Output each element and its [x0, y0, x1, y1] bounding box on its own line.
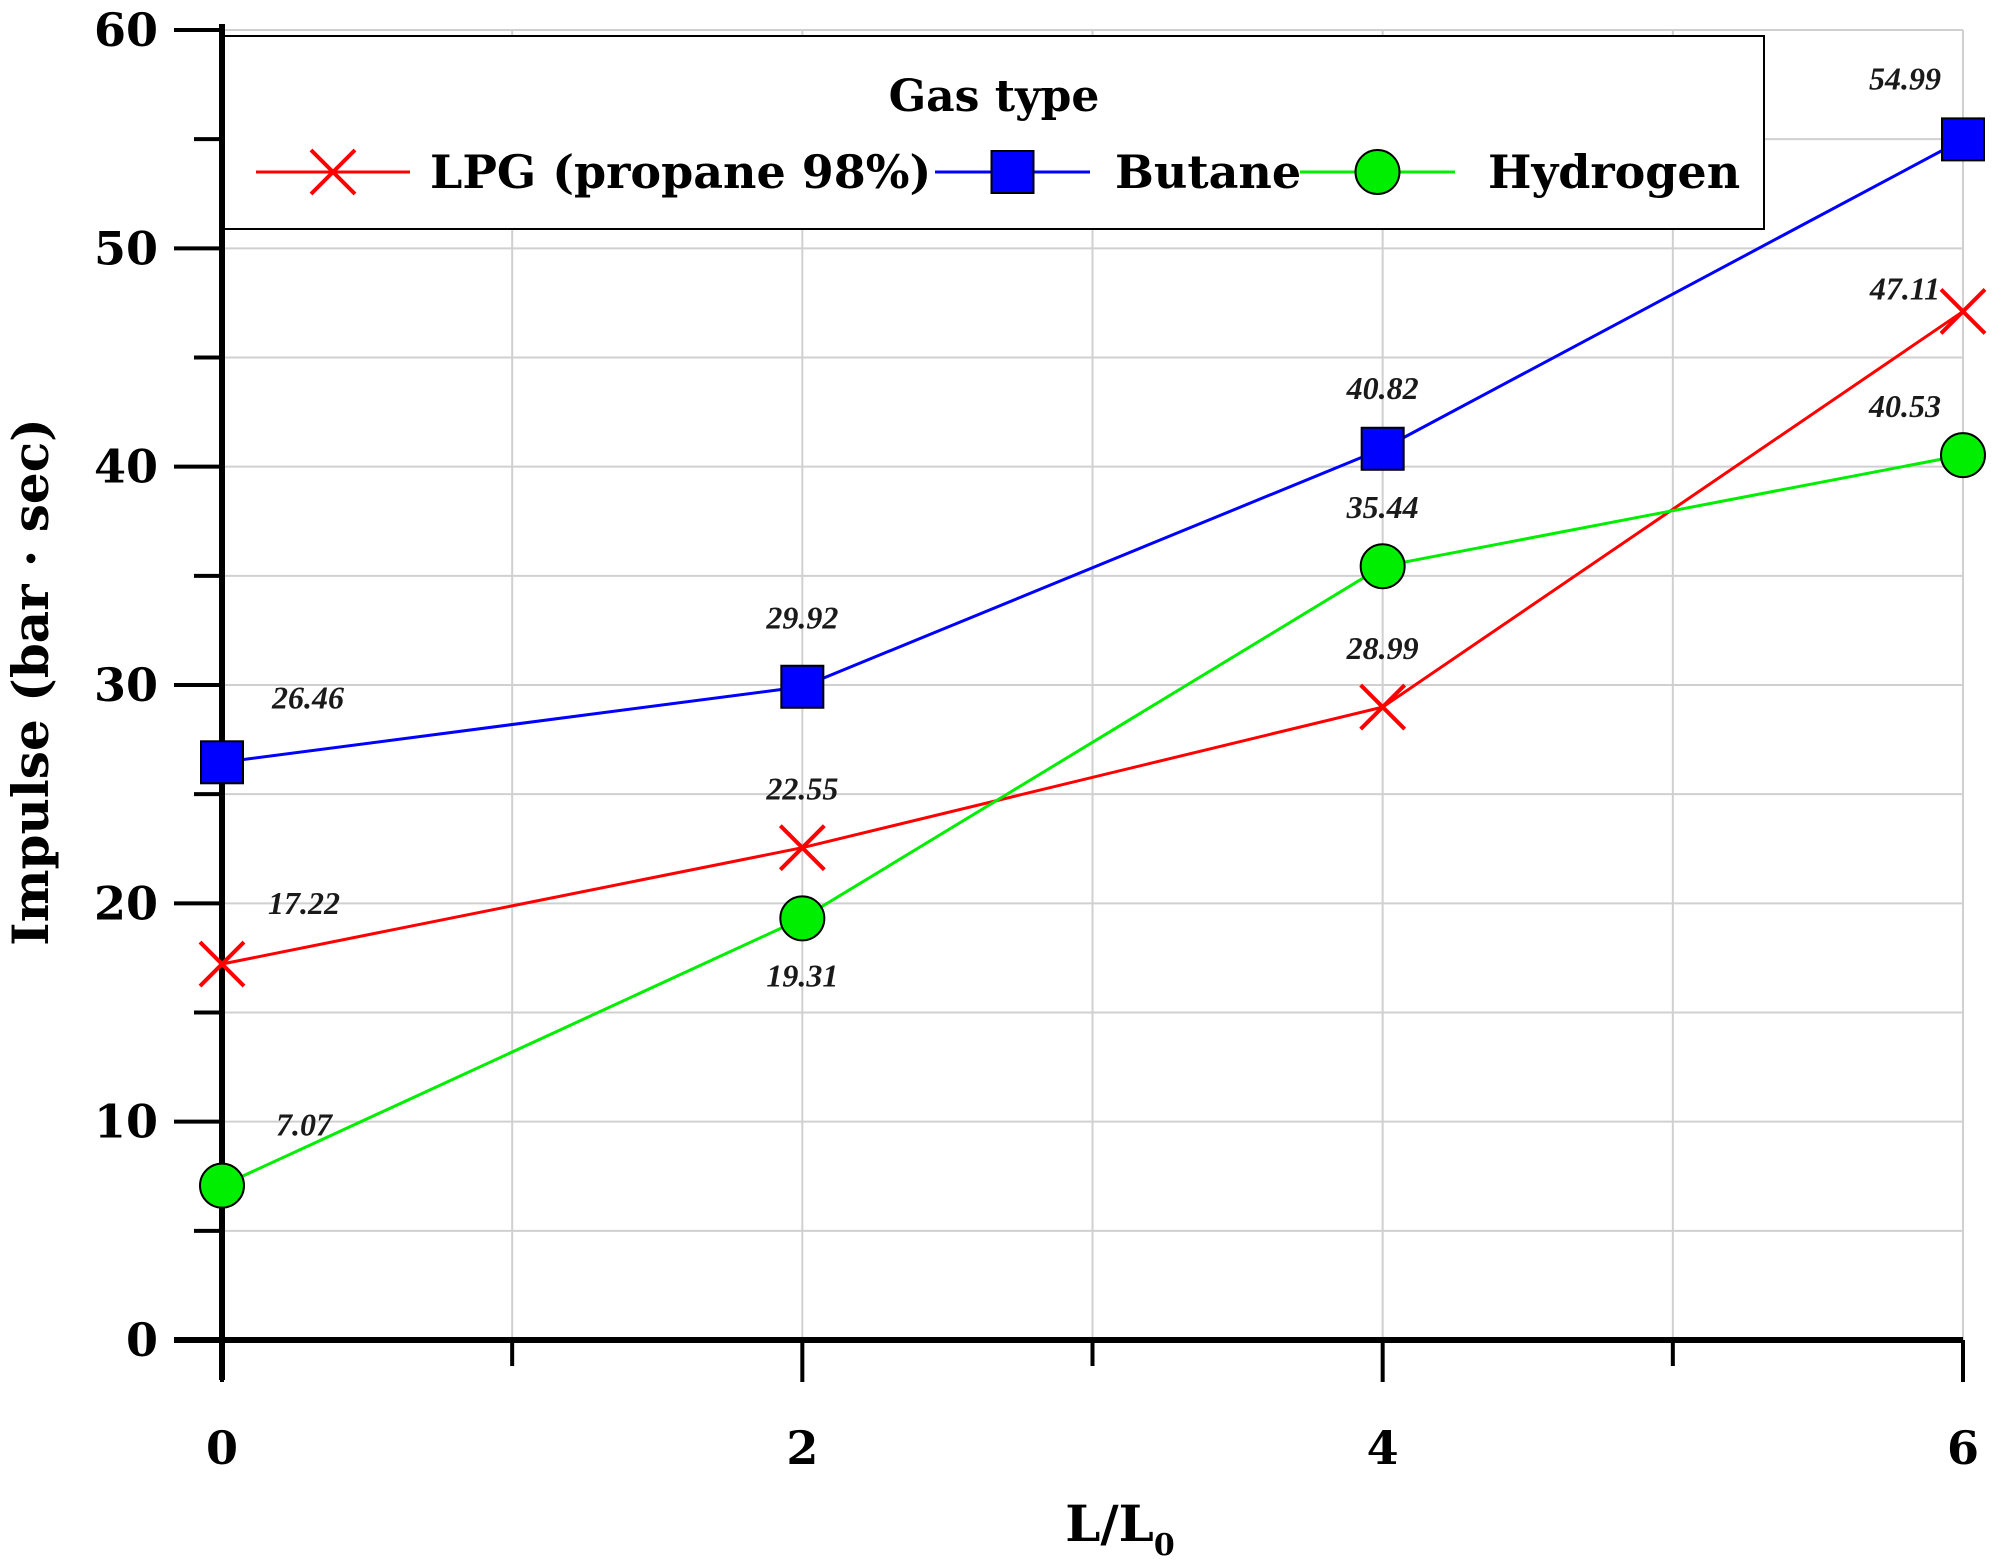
marker-x-stroke [778, 824, 826, 872]
legend-item: LPG (propane 98%) [256, 145, 931, 199]
legend-box [223, 35, 1765, 230]
data-label-lpg-propane-98: 17.22 [268, 885, 340, 921]
legend-items: LPG (propane 98%) Butane Hydrogen [256, 145, 1740, 199]
y-tick-label: 30 [94, 658, 158, 712]
y-tick-label: 40 [94, 440, 158, 494]
data-label-lpg-propane-98: 22.55 [765, 771, 838, 807]
data-point-lpg-propane-98 [778, 824, 826, 872]
data-point-butane [780, 664, 825, 709]
series-line-hydrogen [221, 453, 1964, 1188]
data-point-hydrogen [779, 895, 826, 942]
series-line-butane [221, 138, 1964, 764]
marker-x-stroke [1939, 288, 1987, 335]
data-point-hydrogen [1940, 432, 1986, 479]
y-tick-label: 20 [94, 876, 158, 930]
y-tick-label: 50 [94, 221, 158, 275]
data-label-butane: 40.82 [1346, 370, 1419, 406]
data-label-butane: 26.46 [271, 679, 344, 715]
data-label-butane: 29.92 [765, 600, 838, 636]
x-axis-title-main: L/L [1065, 1494, 1154, 1553]
legend-title: Gas type [889, 71, 1100, 122]
x-axis-title-subscript: 0 [1154, 1528, 1175, 1563]
data-point-lpg-propane-98 [1359, 683, 1407, 731]
legend-marker [309, 148, 357, 196]
data-label-hydrogen: 7.07 [276, 1107, 334, 1143]
data-labels: 17.22 22.55 28.99 47.11 26.46 29.92 40.82 54.99… [268, 60, 1941, 1142]
x-tick-label: 0 [206, 1421, 238, 1475]
y-tick-label: 60 [94, 3, 158, 57]
legend-label: LPG (propane 98%) [430, 145, 931, 199]
y-tick-label: 0 [126, 1313, 158, 1367]
data-point-butane [1941, 117, 1985, 162]
legend-item: Butane [935, 145, 1301, 199]
x-tick-label: 6 [1947, 1421, 1979, 1475]
x-axis-title: L/L0 [1065, 1494, 1174, 1563]
legend-marker [1354, 149, 1401, 195]
legend-label: Hydrogen [1488, 145, 1740, 199]
y-axis-title: Impulse (bar · sec) [1, 418, 60, 946]
x-tick-label: 4 [1367, 1421, 1399, 1475]
data-label-butane: 54.99 [1869, 60, 1941, 96]
marker-x-stroke [309, 148, 357, 196]
legend-item: Hydrogen [1300, 145, 1740, 199]
legend-marker [990, 150, 1035, 194]
data-point-hydrogen [1359, 543, 1406, 590]
marker-x-stroke [1359, 683, 1407, 731]
data-label-lpg-propane-98: 47.11 [1869, 270, 1940, 306]
data-label-lpg-propane-98: 28.99 [1346, 630, 1419, 666]
y-tick-label: 10 [94, 1095, 158, 1149]
data-label-hydrogen: 35.44 [1346, 489, 1419, 525]
data-point-lpg-propane-98 [198, 940, 246, 988]
marker-x-stroke [198, 940, 246, 988]
data-point-hydrogen [199, 1162, 245, 1209]
series-lines [198, 117, 1987, 1209]
axes: 0 10 20 30 40 50 60 0 2 4 6 [94, 3, 1979, 1475]
data-point-butane [200, 740, 244, 785]
legend: Gas type LPG (propane 98%) Butane Hydrogen [223, 35, 1765, 230]
data-point-butane [1360, 426, 1405, 471]
legend-label: Butane [1115, 145, 1301, 199]
data-label-hydrogen: 19.31 [766, 957, 838, 993]
data-point-lpg-propane-98 [1939, 288, 1987, 335]
data-label-hydrogen: 40.53 [1868, 388, 1941, 424]
x-tick-label: 2 [786, 1421, 818, 1475]
